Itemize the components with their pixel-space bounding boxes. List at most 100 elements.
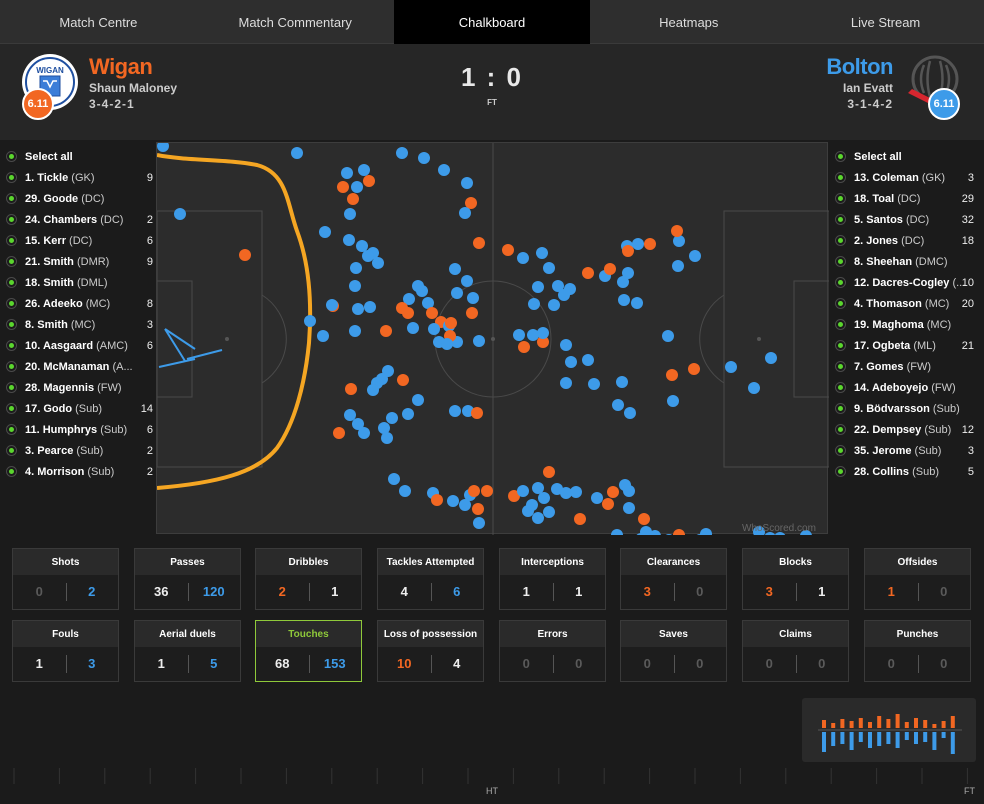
away-event-dot[interactable] bbox=[662, 330, 674, 342]
away-event-dot[interactable] bbox=[619, 479, 631, 491]
home-player-row[interactable]: 17. Godo (Sub) 14 bbox=[6, 398, 158, 419]
away-event-dot[interactable] bbox=[588, 378, 600, 390]
away-event-dot[interactable] bbox=[351, 181, 363, 193]
home-event-dot[interactable] bbox=[666, 369, 678, 381]
away-event-dot[interactable] bbox=[700, 528, 712, 540]
home-event-dot[interactable] bbox=[426, 307, 438, 319]
away-event-dot[interactable] bbox=[532, 281, 544, 293]
away-event-dot[interactable] bbox=[349, 325, 361, 337]
away-event-dot[interactable] bbox=[473, 335, 485, 347]
home-event-dot[interactable] bbox=[638, 513, 650, 525]
away-event-dot[interactable] bbox=[612, 399, 624, 411]
checkbox-icon[interactable] bbox=[6, 235, 17, 246]
home-event-dot[interactable] bbox=[671, 225, 683, 237]
away-event-dot[interactable] bbox=[319, 226, 331, 238]
away-event-dot[interactable] bbox=[317, 330, 329, 342]
away-event-dot[interactable] bbox=[378, 422, 390, 434]
away-player-row[interactable]: 35. Jerome (Sub) 3 bbox=[835, 440, 979, 461]
away-event-dot[interactable] bbox=[543, 262, 555, 274]
home-event-dot[interactable] bbox=[468, 485, 480, 497]
away-event-dot[interactable] bbox=[538, 492, 550, 504]
home-event-dot[interactable] bbox=[644, 238, 656, 250]
away-event-dot[interactable] bbox=[326, 299, 338, 311]
away-player-row[interactable]: 2. Jones (DC) 18 bbox=[835, 230, 979, 251]
checkbox-icon[interactable] bbox=[835, 340, 846, 351]
home-event-dot[interactable] bbox=[604, 263, 616, 275]
home-event-dot[interactable] bbox=[582, 267, 594, 279]
home-event-dot[interactable] bbox=[345, 383, 357, 395]
checkbox-icon[interactable] bbox=[6, 193, 17, 204]
away-event-dot[interactable] bbox=[461, 275, 473, 287]
away-event-dot[interactable] bbox=[174, 208, 186, 220]
away-event-dot[interactable] bbox=[376, 373, 388, 385]
away-player-row[interactable]: 7. Gomes (FW) bbox=[835, 356, 979, 377]
home-event-dot[interactable] bbox=[363, 175, 375, 187]
home-player-row[interactable]: 4. Morrison (Sub) 2 bbox=[6, 461, 158, 482]
home-player-row[interactable]: 10. Aasgaard (AMC) 6 bbox=[6, 335, 158, 356]
tab-chalkboard[interactable]: Chalkboard bbox=[393, 0, 591, 44]
stat-shots[interactable]: Shots 0 2 bbox=[12, 548, 119, 610]
away-player-row[interactable]: 13. Coleman (GK) 3 bbox=[835, 167, 979, 188]
away-event-dot[interactable] bbox=[673, 235, 685, 247]
away-event-dot[interactable] bbox=[416, 285, 428, 297]
away-event-dot[interactable] bbox=[624, 407, 636, 419]
stat-interceptions[interactable]: Interceptions 1 1 bbox=[499, 548, 606, 610]
stat-aerial-duels[interactable]: Aerial duels 1 5 bbox=[134, 620, 241, 682]
away-player-row[interactable]: 22. Dempsey (Sub) 12 bbox=[835, 419, 979, 440]
stat-dribbles[interactable]: Dribbles 2 1 bbox=[255, 548, 362, 610]
away-event-dot[interactable] bbox=[407, 322, 419, 334]
away-event-dot[interactable] bbox=[672, 260, 684, 272]
checkbox-icon[interactable] bbox=[6, 214, 17, 225]
tab-match-centre[interactable]: Match Centre bbox=[59, 14, 138, 30]
away-event-dot[interactable] bbox=[304, 315, 316, 327]
home-event-dot[interactable] bbox=[471, 407, 483, 419]
home-event-dot[interactable] bbox=[239, 249, 251, 261]
away-event-dot[interactable] bbox=[341, 167, 353, 179]
home-player-row[interactable]: 29. Goode (DC) bbox=[6, 188, 158, 209]
home-player-row[interactable]: 28. Magennis (FW) bbox=[6, 377, 158, 398]
checkbox-icon[interactable] bbox=[835, 256, 846, 267]
checkbox-icon[interactable] bbox=[6, 382, 17, 393]
away-player-row[interactable]: 12. Dacres-Cogley (... 10 bbox=[835, 272, 979, 293]
away-event-dot[interactable] bbox=[725, 361, 737, 373]
home-event-dot[interactable] bbox=[445, 317, 457, 329]
checkbox-icon[interactable] bbox=[835, 361, 846, 372]
home-player-row[interactable]: 26. Adeeko (MC) 8 bbox=[6, 293, 158, 314]
away-event-dot[interactable] bbox=[447, 495, 459, 507]
away-event-dot[interactable] bbox=[611, 529, 623, 541]
away-select-all[interactable]: Select all bbox=[835, 146, 979, 167]
home-player-row[interactable]: 18. Smith (DML) bbox=[6, 272, 158, 293]
timeline-minichart[interactable] bbox=[802, 698, 976, 762]
away-event-dot[interactable] bbox=[362, 250, 374, 262]
away-event-dot[interactable] bbox=[352, 303, 364, 315]
away-event-dot[interactable] bbox=[582, 354, 594, 366]
home-event-dot[interactable] bbox=[537, 336, 549, 348]
away-event-dot[interactable] bbox=[381, 432, 393, 444]
home-event-dot[interactable] bbox=[431, 494, 443, 506]
away-event-dot[interactable] bbox=[667, 395, 679, 407]
home-team-name[interactable]: Wigan bbox=[89, 54, 153, 79]
away-event-dot[interactable] bbox=[352, 418, 364, 430]
away-event-dot[interactable] bbox=[388, 473, 400, 485]
away-event-dot[interactable] bbox=[526, 499, 538, 511]
away-event-dot[interactable] bbox=[350, 262, 362, 274]
timeline[interactable]: HT FT bbox=[0, 764, 984, 804]
home-select-all[interactable]: Select all bbox=[6, 146, 158, 167]
away-event-dot[interactable] bbox=[291, 147, 303, 159]
home-event-dot[interactable] bbox=[473, 237, 485, 249]
checkbox-icon[interactable] bbox=[835, 403, 846, 414]
away-event-dot[interactable] bbox=[449, 263, 461, 275]
away-event-dot[interactable] bbox=[402, 408, 414, 420]
home-player-row[interactable]: 24. Chambers (DC) 2 bbox=[6, 209, 158, 230]
stat-fouls[interactable]: Fouls 1 3 bbox=[12, 620, 119, 682]
away-event-dot[interactable] bbox=[449, 405, 461, 417]
checkbox-icon[interactable] bbox=[835, 382, 846, 393]
home-event-dot[interactable] bbox=[673, 529, 685, 541]
stat-tackles-attempted[interactable]: Tackles Attempted 4 6 bbox=[377, 548, 484, 610]
checkbox-icon[interactable] bbox=[835, 466, 846, 477]
away-event-dot[interactable] bbox=[403, 293, 415, 305]
home-event-dot[interactable] bbox=[508, 490, 520, 502]
checkbox-icon[interactable] bbox=[6, 256, 17, 267]
checkbox-icon[interactable] bbox=[835, 319, 846, 330]
away-event-dot[interactable] bbox=[386, 412, 398, 424]
